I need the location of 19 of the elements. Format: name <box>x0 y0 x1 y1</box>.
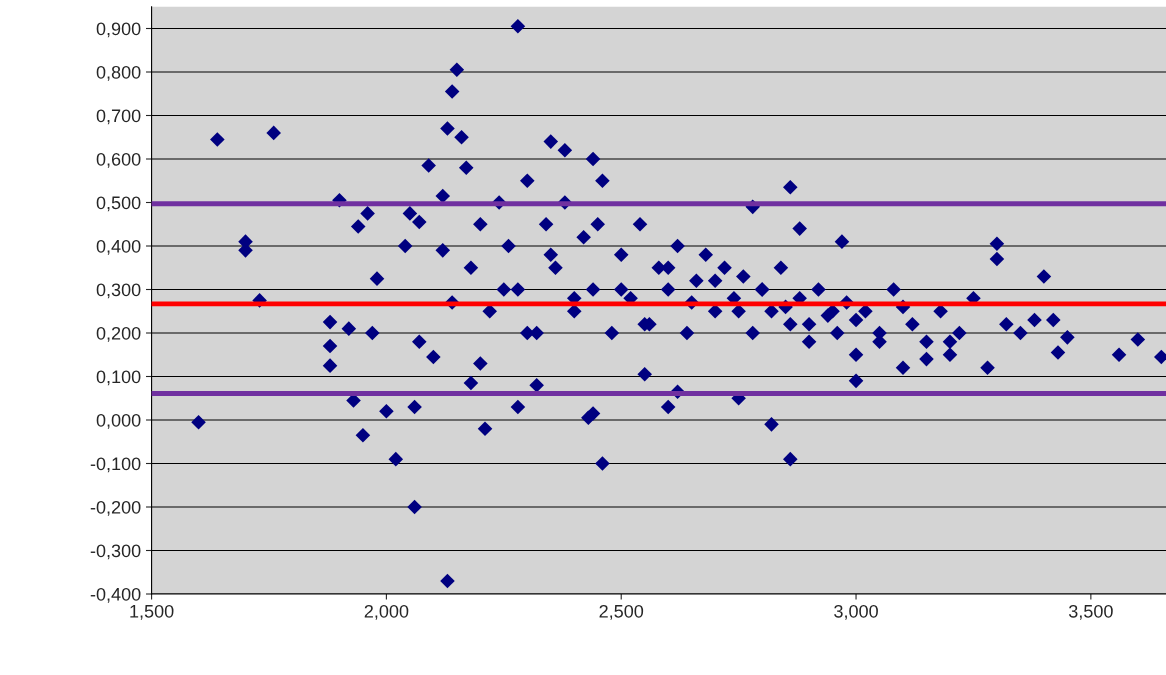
y-tick-label: 0,900 <box>96 22 141 38</box>
y-tick-label: -0,300 <box>90 544 141 560</box>
y-tick-label: 0,400 <box>96 239 141 255</box>
x-tick-label: 3,500 <box>1068 604 1113 620</box>
y-tick-label: 0,300 <box>96 283 141 299</box>
y-tick-label: 0,000 <box>96 413 141 429</box>
y-tick-label: -0,400 <box>90 587 141 603</box>
y-tick-label: 0,200 <box>96 326 141 342</box>
x-tick-label: 3,000 <box>834 604 878 620</box>
y-tick-label: 0,700 <box>96 109 141 125</box>
y-tick-label: 0,100 <box>96 370 141 386</box>
y-tick-label: -0,200 <box>90 500 141 516</box>
y-tick-label: 0,600 <box>96 152 141 168</box>
x-tick-label: 2,000 <box>364 604 409 620</box>
y-tick-label: 0,500 <box>96 196 141 212</box>
x-tick-label: 2,500 <box>599 604 644 620</box>
y-tick-label: 0,800 <box>96 65 141 81</box>
x-tick-label: 1,500 <box>130 604 174 620</box>
y-tick-label: -0,100 <box>90 457 141 473</box>
